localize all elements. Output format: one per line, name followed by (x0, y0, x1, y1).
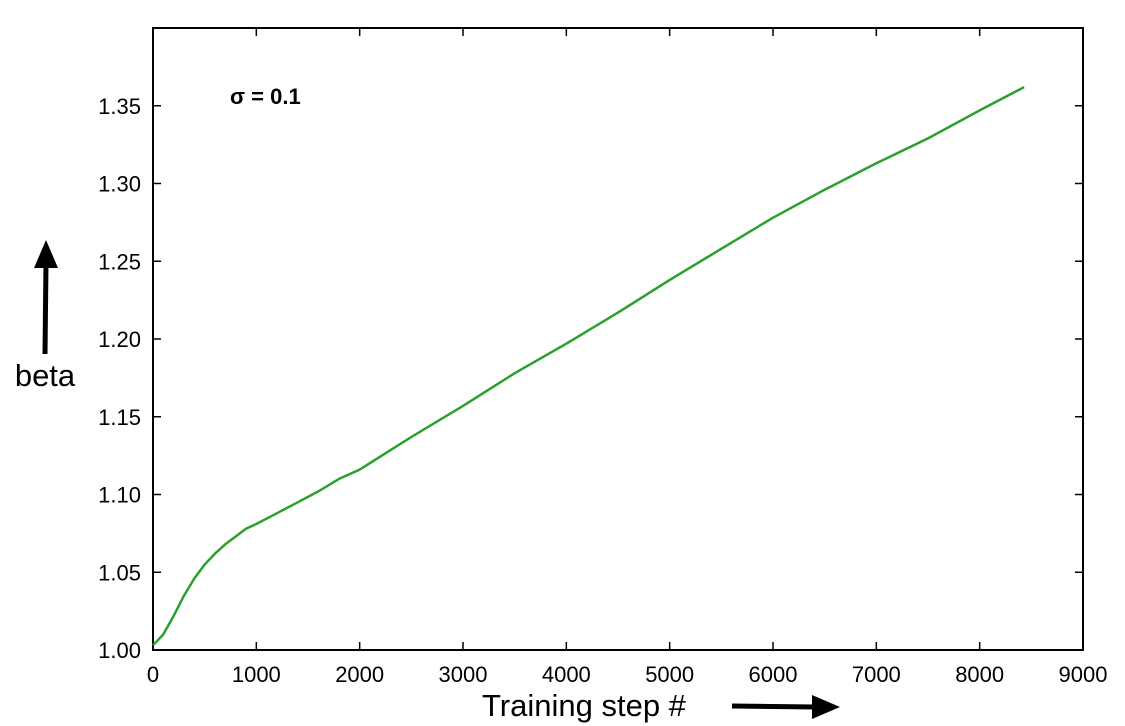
y-tick-label: 1.05 (98, 560, 141, 585)
y-tick-label: 1.35 (98, 94, 141, 119)
y-axis-arrow-shaft (42, 261, 49, 355)
x-tick-label: 2000 (335, 662, 384, 687)
y-tick-label: 1.00 (98, 638, 141, 663)
y-axis-title: beta (15, 358, 76, 393)
x-tick-label: 3000 (439, 662, 488, 687)
y-tick-label: 1.10 (98, 483, 141, 508)
y-tick-label: 1.30 (98, 172, 141, 197)
plot-area (152, 27, 1084, 651)
y-tick-label: 1.25 (98, 249, 141, 274)
x-tick-label: 1000 (232, 662, 281, 687)
sigma-annotation: σ = 0.1 (230, 84, 301, 109)
y-tick-label: 1.15 (98, 405, 141, 430)
x-tick-label: 6000 (749, 662, 798, 687)
x-axis-title: Training step # (482, 688, 687, 723)
y-axis-arrow-icon (34, 240, 58, 268)
x-tick-label: 5000 (645, 662, 694, 687)
x-tick-label: 0 (147, 662, 159, 687)
x-tick-label: 8000 (955, 662, 1004, 687)
y-axis-ticks: 1.00 1.05 1.10 1.15 1.20 1.25 1.30 1.35 (98, 94, 1083, 663)
x-axis-arrow-icon (812, 695, 840, 719)
x-tick-label: 4000 (542, 662, 591, 687)
x-axis-ticks: 0 1000 2000 3000 4000 5000 6000 7000 8000 9000 (147, 28, 1108, 687)
x-tick-label: 7000 (852, 662, 901, 687)
y-tick-label: 1.20 (98, 327, 141, 352)
x-axis-arrow-shaft (731, 703, 816, 710)
x-tick-label: 9000 (1059, 662, 1108, 687)
beta-series-line (152, 85, 1025, 647)
